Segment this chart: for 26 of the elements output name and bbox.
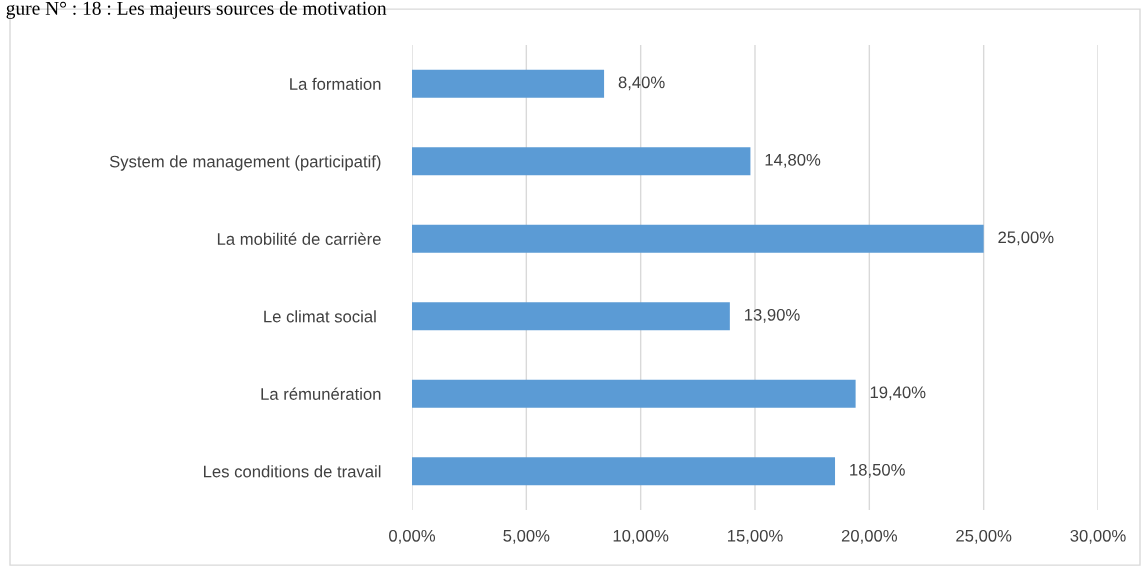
data-label: 18,50% [850, 463, 905, 478]
y-tick-label: Le climat social [264, 310, 376, 323]
x-tick-label: 30,00% [1070, 529, 1126, 544]
bar [412, 147, 751, 176]
y-tick-label: System de management (participatif) [109, 155, 381, 171]
text: gure N° : 18 : Les majeurs sources de motivation [6, 1, 387, 19]
x-tick-label: 20,00% [841, 529, 898, 544]
bar [412, 224, 984, 253]
bar [412, 457, 836, 486]
y-tick-label: Les conditions de travail [204, 465, 381, 478]
x-tick-label: 15,00% [728, 529, 783, 544]
bar [412, 379, 856, 408]
data-label: 8,40% [618, 76, 665, 91]
y-tick-label: La rémunération [261, 387, 381, 400]
bar [412, 69, 605, 98]
bar [412, 302, 730, 331]
data-label: 25,00% [998, 231, 1054, 246]
x-tick-label: 0,00% [389, 529, 436, 544]
x-tick-label: 25,00% [956, 529, 1012, 544]
data-label: 14,80% [765, 153, 821, 168]
y-tick-label: La formation [290, 77, 381, 90]
data-label: 13,90% [745, 308, 800, 323]
data-label: 19,40% [870, 386, 926, 401]
x-tick-label: 5,00% [503, 529, 550, 544]
x-tick-label: 10,00% [613, 529, 669, 544]
y-tick-label: La mobilité de carrière [217, 232, 381, 245]
